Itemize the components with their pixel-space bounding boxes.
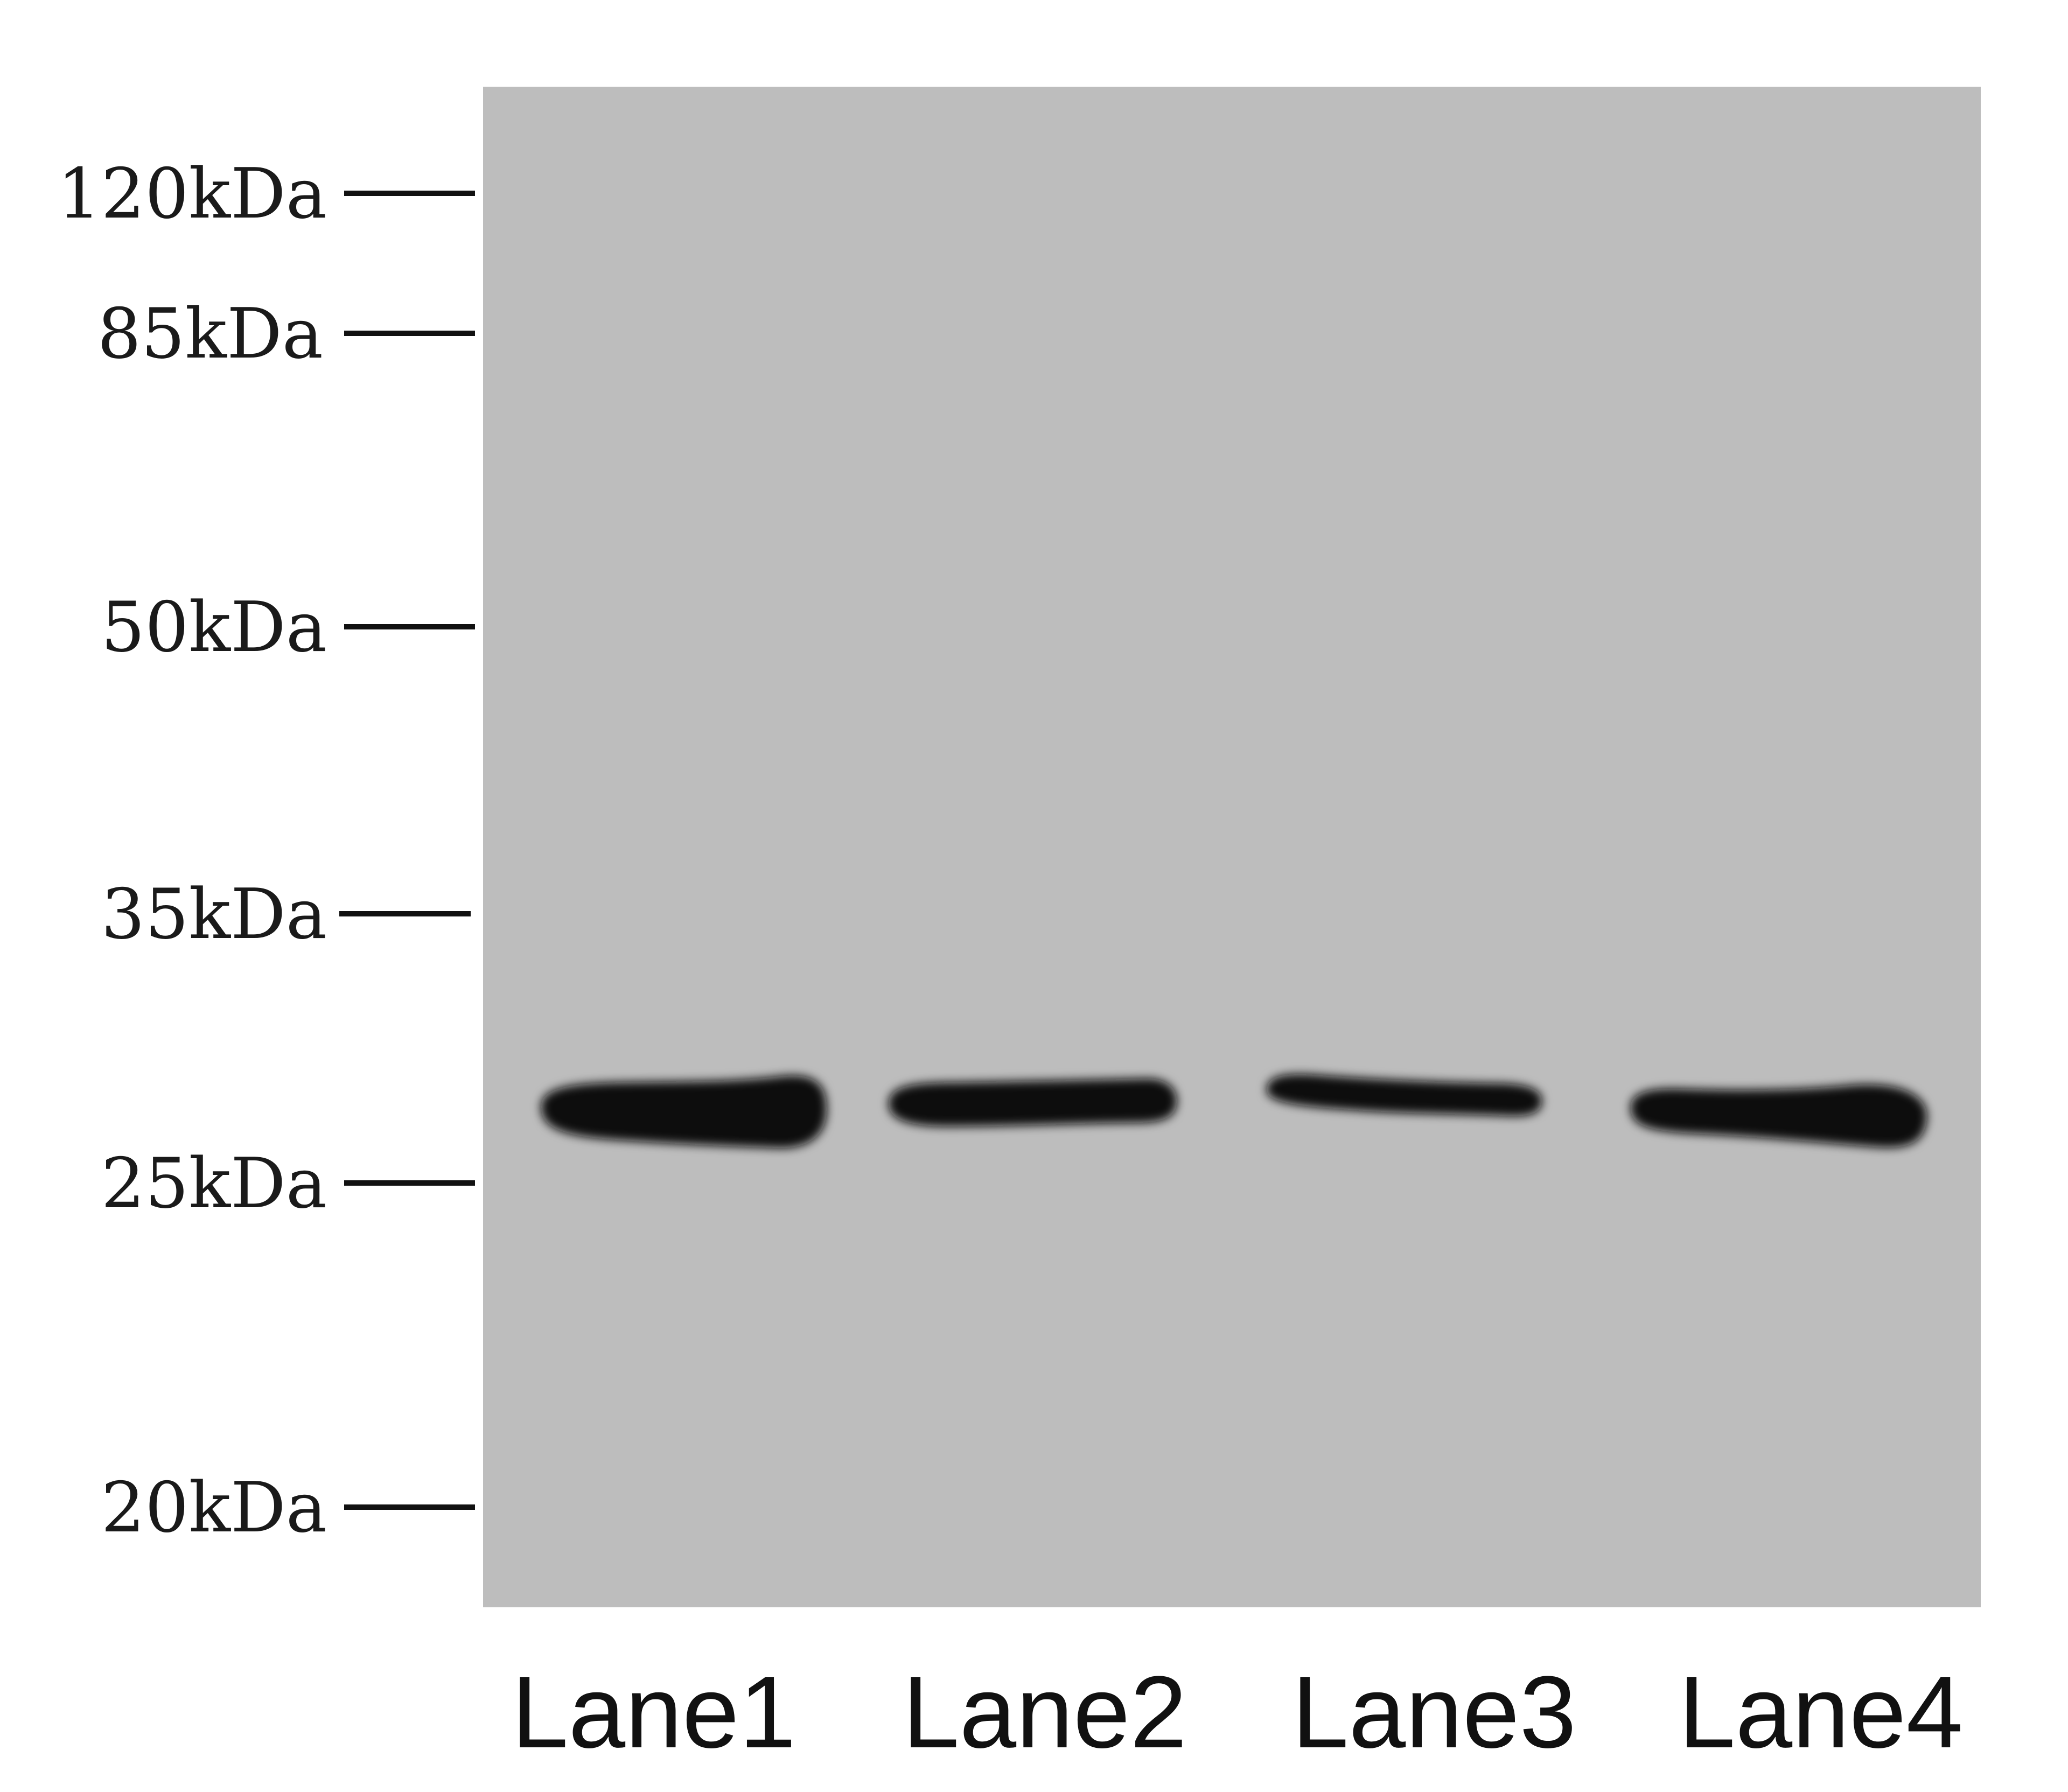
marker-20kda: 20kDa	[101, 1468, 475, 1548]
marker-120kda: 120kDa	[57, 154, 475, 234]
marker-label: 35kDa	[101, 874, 327, 955]
marker-85kda: 85kDa	[97, 294, 475, 374]
band-lane2	[889, 1079, 1177, 1126]
protein-bands	[541, 1074, 1927, 1149]
lane-labels: Lane1 Lane2 Lane3 Lane4	[512, 1655, 1963, 1769]
marker-label: 120kDa	[57, 154, 327, 234]
lane-label-3: Lane3	[1292, 1655, 1576, 1769]
marker-25kda: 25kDa	[101, 1144, 475, 1224]
blot-membrane	[483, 87, 1981, 1607]
band-lane1	[541, 1075, 827, 1149]
marker-label: 85kDa	[97, 294, 323, 374]
marker-label: 25kDa	[101, 1144, 327, 1224]
lane-label-4: Lane4	[1679, 1655, 1963, 1769]
band-lane4	[1630, 1084, 1927, 1148]
marker-label: 20kDa	[101, 1468, 327, 1548]
marker-label: 50kDa	[101, 587, 327, 668]
marker-ladder: 120kDa 85kDa 50kDa 35kDa 25kDa 20kDa	[57, 154, 475, 1548]
lane-label-2: Lane2	[903, 1655, 1187, 1769]
marker-50kda: 50kDa	[101, 587, 475, 668]
lane-label-1: Lane1	[512, 1655, 796, 1769]
band-lane3	[1267, 1074, 1542, 1116]
marker-35kda: 35kDa	[101, 874, 471, 955]
